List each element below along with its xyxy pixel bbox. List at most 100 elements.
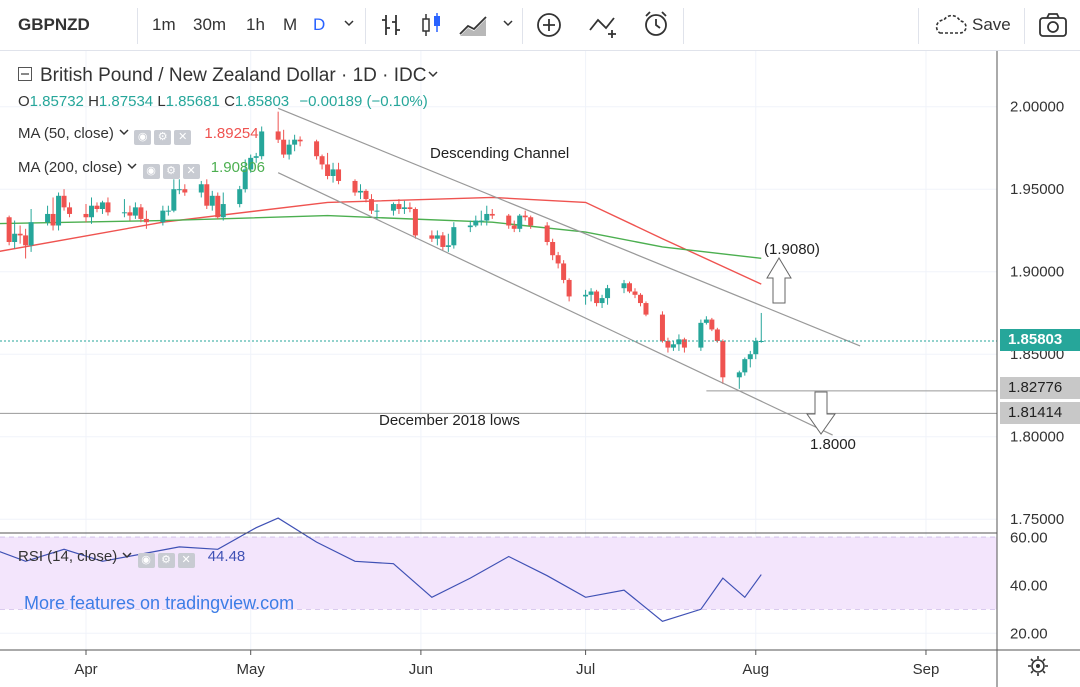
candle-body bbox=[56, 195, 62, 226]
candle-body bbox=[330, 169, 336, 176]
interval-1h[interactable]: 1h bbox=[246, 15, 265, 34]
candle-body bbox=[143, 218, 149, 223]
candle-body bbox=[599, 298, 605, 304]
eye-icon[interactable]: ◉ bbox=[142, 164, 160, 179]
eye-icon[interactable]: ◉ bbox=[134, 130, 152, 145]
bar-chart-icon[interactable] bbox=[380, 12, 404, 45]
chevron-down-icon[interactable] bbox=[343, 11, 355, 42]
rsi-legend: RSI (14, close) ◉ ⚙ ✕ 44.48 bbox=[18, 547, 245, 568]
candles-icon[interactable] bbox=[420, 12, 444, 45]
chevron-down-icon[interactable] bbox=[126, 159, 138, 176]
candle-body bbox=[698, 322, 704, 348]
candle-body bbox=[94, 205, 100, 209]
ma50-legend: MA (50, close) ◉ ⚙ ✕ 1.89254 bbox=[18, 124, 259, 145]
time-tick-label: Sep bbox=[913, 661, 940, 678]
candle-body bbox=[209, 195, 215, 206]
candle-body bbox=[753, 341, 759, 355]
candle-body bbox=[176, 189, 182, 191]
time-tick-label: Jul bbox=[576, 661, 595, 678]
ma200-legend: MA (200, close) ◉ ⚙ ✕ 1.90806 bbox=[18, 158, 265, 179]
rsi-tick-label: 40.00 bbox=[1010, 577, 1048, 594]
toolbar-divider bbox=[1024, 8, 1025, 44]
candle-body bbox=[165, 210, 171, 212]
interval-m[interactable]: M bbox=[283, 15, 298, 34]
candle-body bbox=[478, 220, 484, 222]
interval-d[interactable]: D bbox=[313, 15, 326, 34]
candles bbox=[6, 111, 764, 389]
camera-icon[interactable] bbox=[1038, 12, 1068, 45]
area-chart-icon[interactable] bbox=[458, 12, 490, 45]
ma200-line bbox=[0, 214, 762, 260]
ma50-line bbox=[0, 196, 762, 285]
candle-body bbox=[127, 212, 133, 216]
candle-body bbox=[253, 156, 259, 158]
chevron-down-icon[interactable] bbox=[426, 65, 440, 86]
candle-body bbox=[429, 235, 435, 239]
chart-canvas[interactable]: Descending Channel (1.9080) 1.8000 December… bbox=[0, 51, 1080, 687]
rsi-name: RSI (14, close) bbox=[18, 548, 118, 565]
candle-body bbox=[440, 235, 446, 247]
price-tick-label: 2.00000 bbox=[1010, 99, 1064, 116]
save-button[interactable]: Save bbox=[972, 15, 1011, 34]
candle-body bbox=[275, 131, 281, 140]
candle-body bbox=[182, 189, 188, 193]
candle-body bbox=[681, 339, 687, 348]
candle-body bbox=[352, 180, 358, 193]
price-tick-label: 1.75000 bbox=[1010, 511, 1064, 528]
time-tick-label: Jun bbox=[409, 661, 433, 678]
close-value: 1.85803 bbox=[234, 93, 290, 110]
cloud-icon[interactable] bbox=[932, 12, 968, 45]
compare-icon[interactable] bbox=[588, 12, 622, 45]
toolbar-divider bbox=[918, 8, 919, 44]
candle-body bbox=[720, 341, 726, 378]
toolbar-divider bbox=[683, 8, 684, 44]
candle-body bbox=[390, 204, 396, 211]
candle-body bbox=[61, 195, 67, 208]
candle-body bbox=[401, 207, 407, 209]
candle-body bbox=[703, 319, 709, 323]
interval-1m[interactable]: 1m bbox=[152, 15, 176, 34]
candle-body bbox=[643, 303, 649, 315]
ma50-name: MA (50, close) bbox=[18, 125, 114, 142]
toolbar-divider bbox=[365, 8, 366, 44]
eye-icon[interactable]: ◉ bbox=[137, 553, 155, 568]
rsi-tick-label: 60.00 bbox=[1010, 529, 1048, 546]
price-tick-label: 1.95000 bbox=[1010, 181, 1064, 198]
symbol-search[interactable]: GBPNZD bbox=[18, 15, 90, 34]
price-tick-label: 1.90000 bbox=[1010, 264, 1064, 281]
settings-gear-icon[interactable] bbox=[1027, 655, 1049, 681]
candle-body bbox=[314, 141, 320, 157]
close-icon[interactable]: ✕ bbox=[177, 553, 195, 568]
close-icon[interactable]: ✕ bbox=[174, 130, 192, 145]
collapse-icon[interactable] bbox=[18, 67, 32, 81]
candle-body bbox=[670, 344, 676, 348]
gear-icon[interactable]: ⚙ bbox=[162, 164, 180, 179]
candle-body bbox=[517, 215, 523, 229]
rsi-tick-label: 20.00 bbox=[1010, 625, 1048, 642]
candle-body bbox=[220, 204, 226, 218]
chevron-down-icon[interactable] bbox=[118, 125, 130, 142]
candle-body bbox=[45, 213, 51, 223]
gear-icon[interactable]: ⚙ bbox=[154, 130, 172, 145]
interval-30m[interactable]: 30m bbox=[193, 15, 227, 34]
candle-body bbox=[736, 372, 742, 378]
close-icon[interactable]: ✕ bbox=[182, 164, 200, 179]
candle-body bbox=[374, 210, 380, 212]
candle-body bbox=[489, 213, 495, 216]
toolbar-divider bbox=[137, 8, 138, 44]
gear-icon[interactable]: ⚙ bbox=[157, 553, 175, 568]
chevron-down-icon[interactable] bbox=[121, 548, 133, 565]
candle-body bbox=[248, 157, 254, 170]
alert-icon[interactable] bbox=[642, 10, 672, 47]
candle-body bbox=[297, 139, 303, 142]
candle-body bbox=[467, 225, 473, 228]
chevron-down-icon[interactable] bbox=[502, 11, 514, 42]
candle-body bbox=[747, 354, 753, 360]
candle-body bbox=[473, 220, 479, 226]
tradingview-link[interactable]: More features on tradingview.com bbox=[24, 593, 295, 613]
candle-body bbox=[259, 131, 265, 157]
time-tick-label: Aug bbox=[742, 661, 769, 678]
level-2-badge: 1.81414 bbox=[1000, 402, 1080, 424]
chart-legend-title: British Pound / New Zealand Dollar · 1D … bbox=[18, 66, 440, 86]
add-indicator-icon[interactable] bbox=[536, 12, 562, 45]
